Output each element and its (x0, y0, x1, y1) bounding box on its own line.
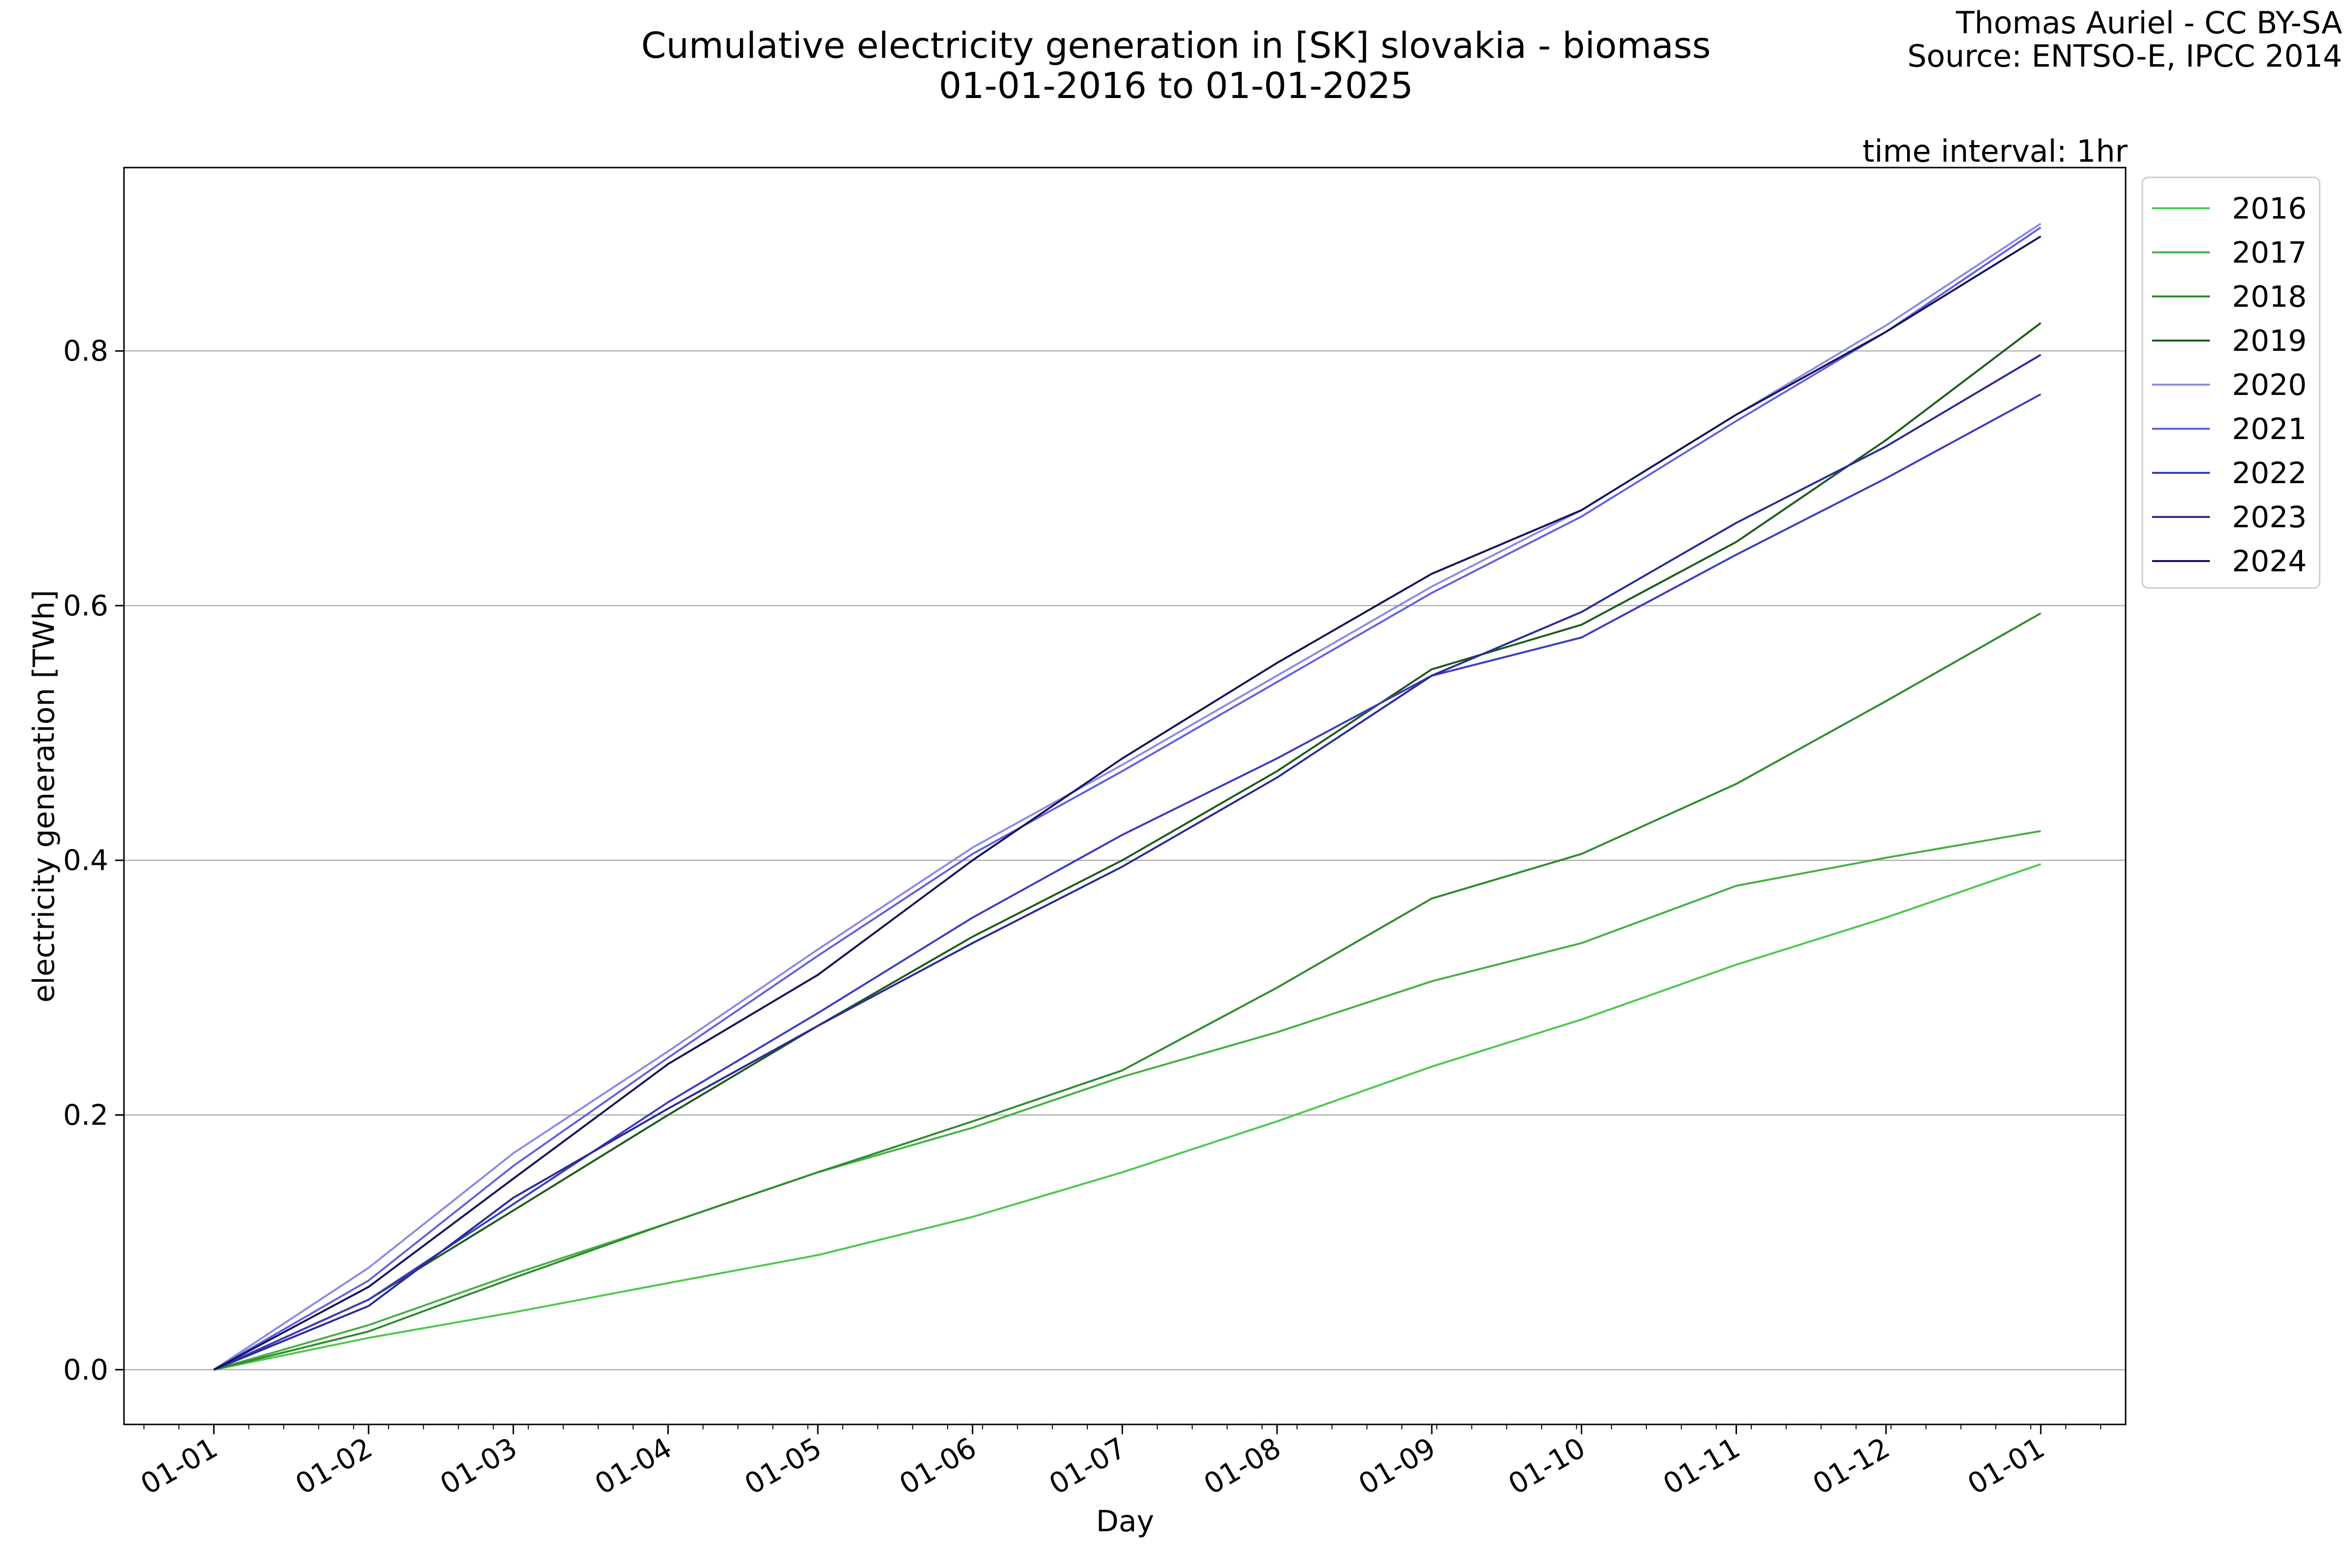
legend-label-2022: 2022 (2232, 456, 2307, 490)
x-axis-label: Day (1096, 1504, 1154, 1539)
legend-label-2019: 2019 (2232, 324, 2307, 358)
series-line-2022 (213, 393, 2041, 1371)
y-tick-label: 0.0 (63, 1353, 108, 1386)
x-axis: 01-01 01-02 01-03 01-04 01-05 01-06 01-07 01-08… (135, 1424, 2102, 1501)
x-tick-label: 01-08 (1198, 1431, 1286, 1501)
series-line-2019 (213, 322, 2042, 1371)
series-line-2024 (213, 235, 2041, 1371)
series-line-2021 (213, 226, 2041, 1371)
series-line-2023 (213, 354, 2041, 1371)
x-tick-label: 01-11 (1657, 1431, 1745, 1501)
credit-source: Source: ENTSO-E, IPCC 2014 (1907, 38, 2342, 74)
x-tick-label: 01-02 (290, 1431, 378, 1501)
legend-label-2020: 2020 (2232, 368, 2307, 402)
x-tick-label: 01-01 (135, 1431, 223, 1501)
legend-label-2024: 2024 (2232, 544, 2307, 579)
series-line-2018 (213, 612, 2041, 1371)
legend-label-2017: 2017 (2232, 236, 2307, 270)
x-tick-label: 01-12 (1807, 1431, 1895, 1501)
x-tick-label: 01-07 (1043, 1431, 1131, 1501)
grid-lines (124, 350, 2126, 1371)
series-lines (213, 222, 2042, 1371)
series-line-2017 (213, 830, 2041, 1371)
legend-label-2021: 2021 (2232, 412, 2307, 446)
legend-label-2018: 2018 (2232, 280, 2307, 314)
x-tick-label: 01-09 (1353, 1431, 1441, 1501)
time-interval-label: time interval: 1hr (1862, 133, 2128, 169)
legend-frame (2141, 176, 2321, 589)
plot-frame (123, 167, 2127, 1425)
x-tick-label: 01-06 (894, 1431, 982, 1501)
chart-subtitle: 01-01-2016 to 01-01-2025 (939, 65, 1413, 107)
x-tick-label: 01-03 (435, 1431, 523, 1501)
legend-label-2016: 2016 (2232, 192, 2307, 226)
y-tick-label: 0.2 (63, 1098, 108, 1131)
y-axis: 0.0 0.2 0.4 0.6 0.8 (63, 334, 124, 1386)
y-axis-label: electricity generation [TWh] (27, 590, 61, 1003)
y-tick-label: 0.4 (63, 844, 108, 877)
credit-author: Thomas Auriel - CC BY-SA (1956, 5, 2342, 41)
legend: 2016 2017 2018 2019 2020 2021 2022 2023 2024 (2141, 176, 2321, 589)
x-tick-label: 01-05 (739, 1431, 827, 1501)
x-tick-label: 01-01 (1962, 1431, 2050, 1501)
y-tick-label: 0.8 (63, 334, 108, 368)
series-line-2016 (213, 863, 2041, 1371)
chart-title: Cumulative electricity generation in [SK… (641, 25, 1711, 67)
x-tick-label: 01-04 (589, 1431, 677, 1501)
legend-label-2023: 2023 (2232, 500, 2307, 535)
x-tick-label: 01-10 (1503, 1431, 1591, 1501)
y-tick-label: 0.6 (63, 589, 108, 622)
